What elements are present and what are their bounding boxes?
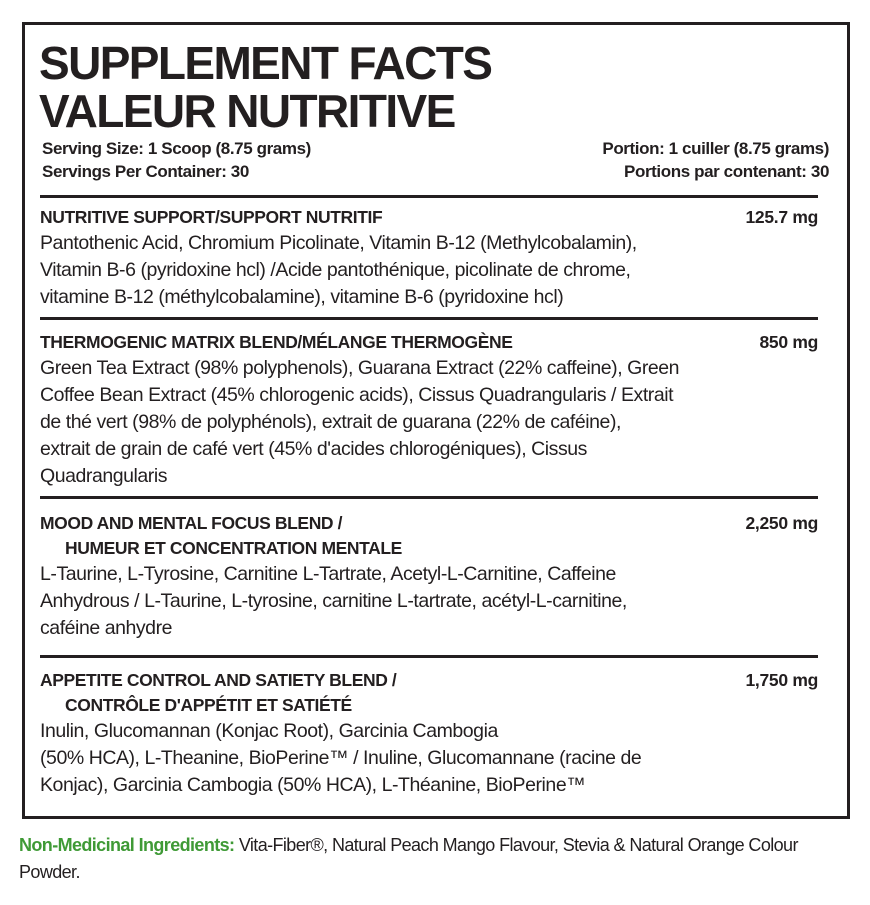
serving-size: Serving Size: 1 Scoop (8.75 grams)	[42, 139, 311, 158]
ingredient-line: Coffee Bean Extract (45% chlorogenic aci…	[40, 384, 674, 406]
section-amount: 125.7 mg	[745, 207, 818, 227]
ingredient-line: de thé vert (98% de polyphénols), extrai…	[40, 411, 621, 433]
portion: Portion: 1 cuiller (8.75 grams)	[602, 139, 829, 158]
non-medicinal-ingredients: Non-Medicinal Ingredients: Vita-Fiber®, …	[19, 832, 859, 886]
title-english: SUPPLEMENT FACTS	[39, 37, 493, 89]
ingredient-line: Anhydrous / L-Taurine, L-tyrosine, carni…	[40, 590, 627, 612]
ingredient-line: vitamine B-12 (méthylcobalamine), vitami…	[40, 286, 564, 308]
section-amount: 850 mg	[759, 332, 818, 352]
section-appetite-control: APPETITE CONTROL AND SATIETY BLEND / 1,75…	[40, 668, 818, 799]
section-heading-french: CONTRÔLE D'APPÉTIT ET SATIÉTÉ	[65, 695, 352, 715]
section-amount: 2,250 mg	[745, 513, 818, 533]
non-medicinal-label: Non-Medicinal Ingredients:	[19, 835, 235, 855]
supplement-facts-panel: SUPPLEMENT FACTS VALEUR NUTRITIVE Servin…	[22, 22, 850, 819]
ingredient-line: Vitamin B-6 (pyridoxine hcl) /Acide pant…	[40, 259, 631, 281]
title-french: VALEUR NUTRITIVE	[39, 85, 456, 137]
servings-per-container: Servings Per Container: 30	[42, 162, 249, 181]
ingredient-line: Konjac), Garcinia Cambogia (50% HCA), L-…	[40, 774, 586, 796]
section-heading: MOOD AND MENTAL FOCUS BLEND /	[40, 513, 343, 533]
section-nutritive-support: NUTRITIVE SUPPORT/SUPPORT NUTRITIF 125.7 …	[40, 205, 818, 311]
section-heading: THERMOGENIC MATRIX BLEND/MÉLANGE THERMOG…	[40, 332, 513, 352]
ingredient-line: Inulin, Glucomannan (Konjac Root), Garci…	[40, 720, 498, 742]
divider	[40, 655, 818, 658]
portions-par-contenant: Portions par contenant: 30	[624, 162, 829, 181]
ingredient-line: Quadrangularis	[40, 465, 168, 487]
divider	[40, 317, 818, 320]
ingredient-line: (50% HCA), L-Theanine, BioPerine™ / Inul…	[40, 747, 642, 769]
serving-info-french: Portion: 1 cuiller (8.75 grams) Portions…	[602, 137, 829, 183]
ingredient-line: L-Taurine, L-Tyrosine, Carnitine L-Tartr…	[40, 563, 616, 585]
non-medicinal-text: Vita-Fiber®, Natural Peach Mango Flavour…	[19, 835, 798, 882]
section-mood-focus: MOOD AND MENTAL FOCUS BLEND / 2,250 mg HU…	[40, 511, 818, 642]
section-thermogenic-matrix: THERMOGENIC MATRIX BLEND/MÉLANGE THERMOG…	[40, 330, 818, 490]
ingredient-line: Green Tea Extract (98% polyphenols), Gua…	[40, 357, 680, 379]
section-heading: NUTRITIVE SUPPORT/SUPPORT NUTRITIF	[40, 207, 383, 227]
section-heading-french: HUMEUR ET CONCENTRATION MENTALE	[65, 538, 402, 558]
ingredient-line: Pantothenic Acid, Chromium Picolinate, V…	[40, 232, 637, 254]
ingredient-line: extrait de grain de café vert (45% d'aci…	[40, 438, 587, 460]
serving-info-english: Serving Size: 1 Scoop (8.75 grams) Servi…	[42, 137, 311, 183]
ingredient-line: caféine anhydre	[40, 617, 173, 639]
divider	[40, 195, 818, 198]
section-amount: 1,750 mg	[745, 670, 818, 690]
divider	[40, 496, 818, 499]
section-heading: APPETITE CONTROL AND SATIETY BLEND /	[40, 670, 397, 690]
